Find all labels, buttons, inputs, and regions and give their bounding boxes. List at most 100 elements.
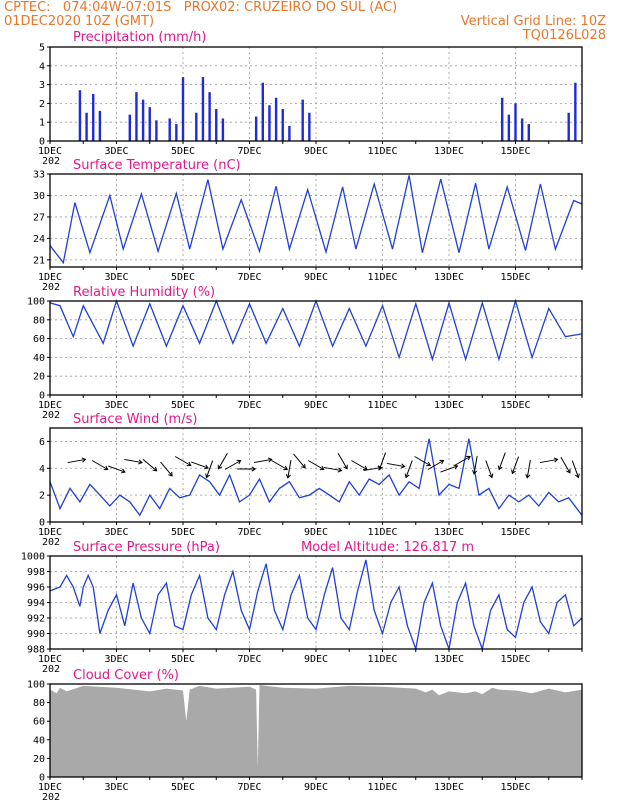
wind-arrow: [323, 466, 343, 473]
model-altitude-label: Model Altitude: 126.817 m: [301, 540, 474, 555]
wind-arrow-shaft: [414, 456, 431, 466]
wind-arrow: [237, 466, 257, 472]
precip-bar: [85, 112, 88, 141]
wind-arrow-shaft: [454, 456, 471, 466]
wind-arrow-head: [488, 473, 494, 479]
temperature-line: [49, 175, 583, 265]
x-tick-label: 15DEC: [500, 146, 530, 157]
x-tick-label: 7DEC: [237, 272, 261, 283]
x-tick-label: 1DEC: [38, 654, 62, 665]
x-tick-label: 7DEC: [237, 527, 261, 538]
wind-arrow-head: [497, 465, 503, 471]
wind-arrow-head: [511, 469, 516, 475]
wind-arrow-shaft: [224, 460, 241, 470]
pressure-title: Surface Pressure (hPa): [73, 540, 220, 555]
x-tick-label: 15DEC: [500, 400, 530, 411]
wind-arrow: [174, 456, 192, 467]
precip-bar: [215, 109, 218, 141]
wind-arrow-head: [138, 459, 143, 465]
wind-arrow-head: [472, 469, 478, 475]
precip-bar: [148, 107, 151, 141]
precip-bar: [128, 114, 131, 141]
wind-arrow-shaft: [323, 466, 342, 472]
pressure-panel: 988 990 992 994 996 998 1000 1DEC 3DEC 5DEC 7DEC 9D…: [21, 540, 583, 675]
wind-arrow-shaft: [124, 458, 143, 464]
header-grid-note: Vertical Grid Line: 10Z: [460, 14, 606, 29]
precip-bar: [507, 114, 511, 141]
y-tick-label: 40: [33, 353, 45, 364]
y-tick-label: 5: [39, 43, 45, 54]
wind-arrow-shaft: [67, 458, 86, 464]
y-tick-label: 20: [33, 754, 45, 765]
precip-panel: 0 1 2 3 4 5 1DEC 3DEC 5DEC 7DEC 9DEC 11DEC 13DEC 15DE…: [38, 30, 583, 167]
y-tick-label: 992: [27, 614, 45, 625]
wind-arrow-shaft: [363, 466, 382, 472]
wind-arrow-head: [400, 463, 406, 469]
cloud-title: Cloud Cover (%): [73, 668, 179, 683]
x-tick-label: 9DEC: [304, 400, 328, 411]
wind-arrow-head: [525, 473, 531, 479]
x-tick-label: 11DEC: [367, 272, 397, 283]
wind-arrow: [351, 460, 368, 471]
wind-arrow-head: [343, 464, 348, 470]
y-tick-label: 4: [39, 61, 45, 72]
wind-arrow-head: [168, 471, 173, 477]
y-tick-label: 1000: [21, 552, 45, 563]
wind-arrow: [485, 460, 494, 479]
x-tick-label: 13DEC: [434, 527, 464, 538]
x-tick-label: 11DEC: [367, 146, 397, 157]
wind-arrow-head: [466, 455, 471, 461]
wind-arrow-shaft: [378, 452, 387, 470]
wind-arrow-shaft: [485, 460, 493, 478]
x-tick-label: 5DEC: [171, 400, 195, 411]
wind-arrow-shaft: [560, 456, 571, 474]
precip-bar: [288, 125, 291, 141]
wind-arrow-head: [236, 459, 242, 465]
wind-arrow: [293, 453, 306, 469]
precip-bar: [221, 118, 225, 141]
y-tick-label: 60: [33, 334, 45, 345]
wind-arrow: [337, 452, 348, 470]
x-tick-label: 15DEC: [500, 527, 530, 538]
x-tick-label: 9DEC: [304, 782, 328, 793]
y-tick-label: 2: [39, 99, 45, 110]
x-tick-label: 7DEC: [237, 654, 261, 665]
wind-arrow-shaft: [427, 460, 444, 470]
x-year-stub: 202: [42, 664, 60, 675]
cloud-area: [50, 684, 582, 777]
wind-arrow: [67, 457, 87, 464]
wind-arrow-shaft: [160, 461, 173, 477]
wind-arrow-head: [439, 459, 445, 465]
wind-arrow: [224, 459, 242, 470]
x-tick-label: 15DEC: [500, 782, 530, 793]
precip-bar: [520, 118, 524, 141]
precip-bar: [78, 90, 82, 141]
wind-arrow-shaft: [526, 460, 531, 478]
y-tick-label: 0: [39, 137, 45, 148]
x-tick-label: 13DEC: [434, 146, 464, 157]
y-tick-label: 4: [39, 464, 45, 475]
precip-bar: [514, 103, 517, 141]
wind-arrow: [539, 457, 559, 464]
x-tick-label: 1DEC: [38, 146, 62, 157]
wind-arrow-head: [120, 468, 126, 474]
x-year-stub: 202: [42, 537, 60, 548]
y-tick-label: 20: [33, 372, 45, 383]
wind-arrow-head: [426, 461, 432, 467]
y-tick-label: 994: [27, 598, 45, 609]
precip-title: Precipitation (mm/h): [73, 30, 206, 45]
y-tick-label: 998: [27, 567, 45, 578]
wind-arrow-shaft: [337, 452, 348, 470]
humidity-panel: 0 20 40 60 80 100 1DEC 3DEC 5DEC 7DEC 9DEC 11DEC 13D…: [27, 285, 583, 421]
wind-arrow-shaft: [386, 462, 405, 468]
wind-arrow-shaft: [253, 458, 272, 464]
y-tick-label: 100: [27, 680, 45, 691]
wind-arrow-shaft: [498, 452, 506, 470]
y-tick-label: 0: [39, 773, 45, 784]
y-tick-label: 2: [39, 491, 45, 502]
x-year-stub: 202: [42, 792, 60, 800]
y-tick-label: 3: [39, 80, 45, 91]
pressure-line: [49, 559, 583, 652]
x-tick-label: 3DEC: [104, 654, 128, 665]
